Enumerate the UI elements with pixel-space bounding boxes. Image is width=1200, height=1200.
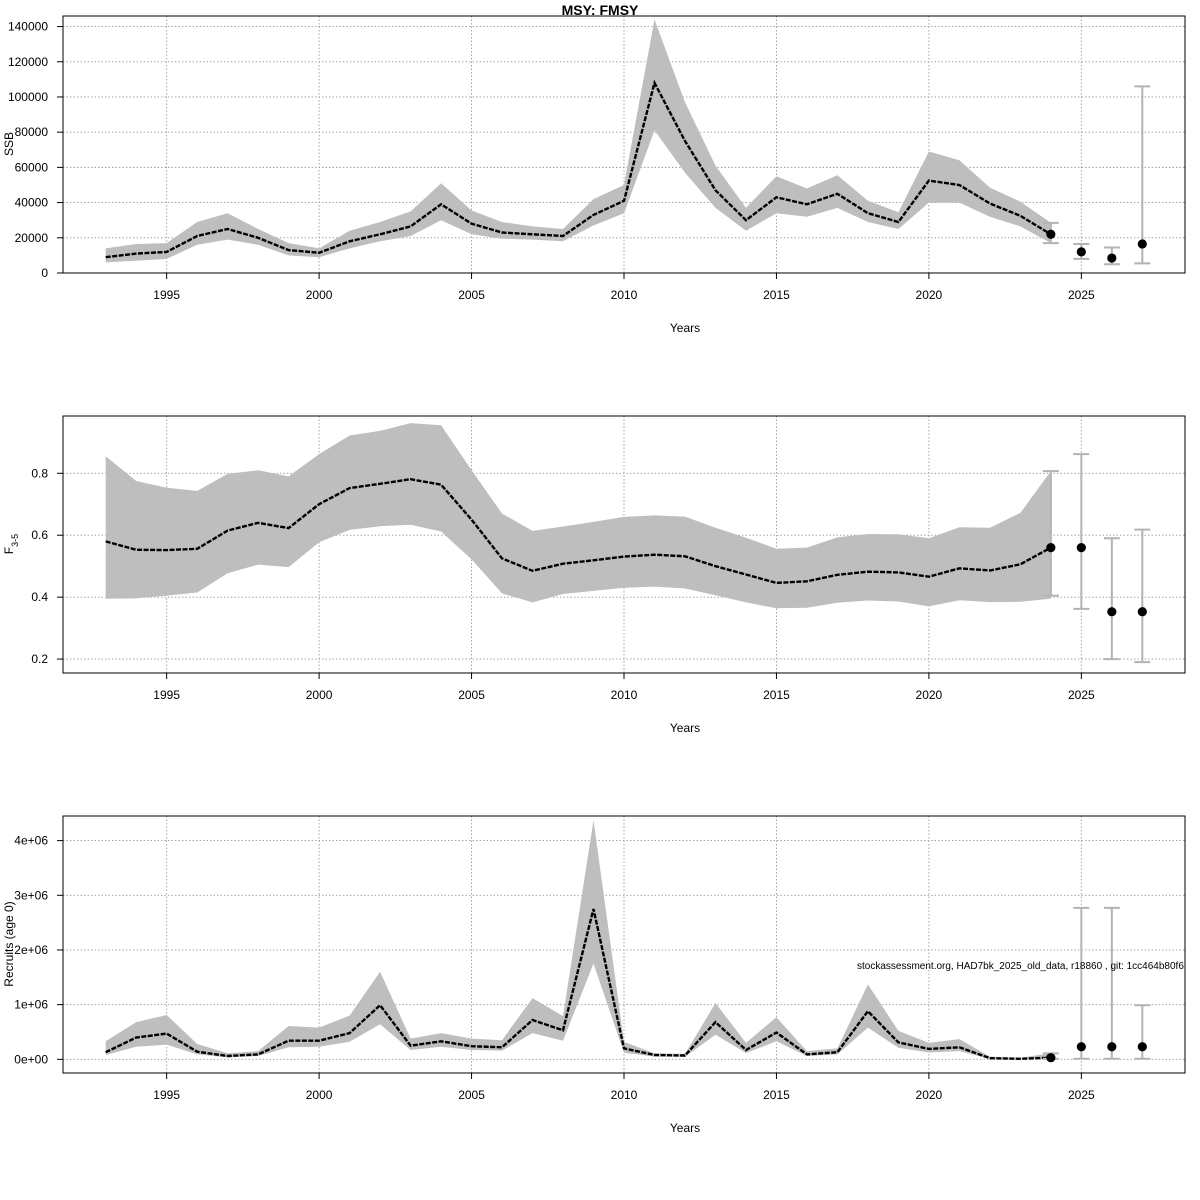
- forecast-point: [1137, 239, 1147, 249]
- recruitment-panel: 1995 2000 2005 2010 2015 2020 2025 0e+00 1e+06 2e…: [2, 815, 1186, 1135]
- x-tick-label: 2020: [916, 688, 943, 702]
- credit-note: stockassessment.org, HAD7bk_2025_old_dat…: [857, 961, 1184, 972]
- y-tick-label: 80000: [15, 125, 49, 139]
- y-tick-label: 60000: [15, 160, 49, 174]
- x-tick-label: 2010: [611, 1088, 638, 1102]
- x-axis-label: Years: [670, 1121, 700, 1135]
- y-tick-label: 0.2: [31, 652, 48, 666]
- forecast-point: [1076, 247, 1086, 257]
- x-tick-label: 2015: [763, 288, 790, 302]
- x-tick-label: 2020: [916, 1088, 943, 1102]
- x-tick-label: 2015: [763, 1088, 790, 1102]
- y-axis-label: Recruits (age 0): [2, 901, 16, 986]
- estimate-line: [105, 79, 1052, 259]
- forecast-point: [1046, 1053, 1056, 1063]
- forecast-point: [1107, 1042, 1117, 1052]
- y-axis-label-subscript: 3-5: [10, 534, 20, 547]
- ssb-panel: 1995 2000 2005 2010 2015 2020 2025 0 20000 40000 6…: [2, 15, 1186, 335]
- forecast-point: [1046, 229, 1056, 239]
- x-axis-label: Years: [670, 321, 700, 335]
- x-tick-label: 2005: [458, 688, 485, 702]
- y-tick-label: 0e+00: [14, 1052, 48, 1066]
- x-tick-label: 2000: [306, 1088, 333, 1102]
- x-tick-label: 1995: [153, 288, 180, 302]
- x-tick-label: 2000: [306, 288, 333, 302]
- forecast-point: [1137, 607, 1147, 617]
- x-tick-label: 2005: [458, 288, 485, 302]
- y-tick-label: 2e+06: [14, 943, 48, 957]
- x-axis-label: Years: [670, 721, 700, 735]
- y-tick-label: 40000: [15, 196, 49, 210]
- confidence-band: [105, 423, 1051, 609]
- confidence-band: [105, 820, 1051, 1060]
- forecast-point: [1137, 1042, 1147, 1052]
- fishing-mortality-panel: 1995 2000 2005 2010 2015 2020 2025 0.2 0.4 0.6 0.8…: [2, 415, 1186, 735]
- y-tick-label: 0.8: [31, 466, 48, 480]
- y-tick-label: 0: [41, 266, 48, 280]
- y-tick-label: 20000: [15, 231, 49, 245]
- y-tick-label: 140000: [8, 20, 48, 34]
- forecast-point: [1046, 542, 1056, 553]
- x-tick-label: 1995: [153, 688, 180, 702]
- forecast-point: [1107, 253, 1117, 263]
- y-axis-label: SSB: [2, 132, 16, 156]
- y-tick-label: 0.4: [31, 590, 48, 604]
- x-tick-label: 1995: [153, 1088, 180, 1102]
- x-tick-label: 2025: [1068, 288, 1095, 302]
- forecast-point: [1076, 1042, 1086, 1052]
- forecast-point: [1107, 607, 1117, 617]
- x-tick-label: 2010: [611, 688, 638, 702]
- y-tick-label: 3e+06: [14, 888, 48, 902]
- figure-title: MSY: FMSY: [562, 2, 639, 18]
- x-tick-label: 2020: [916, 288, 943, 302]
- y-tick-label: 100000: [8, 90, 48, 104]
- x-tick-label: 2010: [611, 288, 638, 302]
- y-tick-label: 4e+06: [14, 834, 48, 848]
- forecast-point: [1076, 542, 1086, 553]
- y-tick-label: 120000: [8, 55, 48, 69]
- x-tick-label: 2015: [763, 688, 790, 702]
- y-tick-label: 0.6: [31, 528, 48, 542]
- estimate-line: [105, 908, 1051, 1061]
- x-tick-label: 2000: [306, 688, 333, 702]
- x-tick-label: 2025: [1068, 1088, 1095, 1102]
- y-axis-label: F3-5: [2, 534, 20, 554]
- x-tick-label: 2025: [1068, 688, 1095, 702]
- y-tick-label: 1e+06: [14, 998, 48, 1012]
- estimate-line: [105, 477, 1052, 585]
- x-tick-label: 2005: [458, 1088, 485, 1102]
